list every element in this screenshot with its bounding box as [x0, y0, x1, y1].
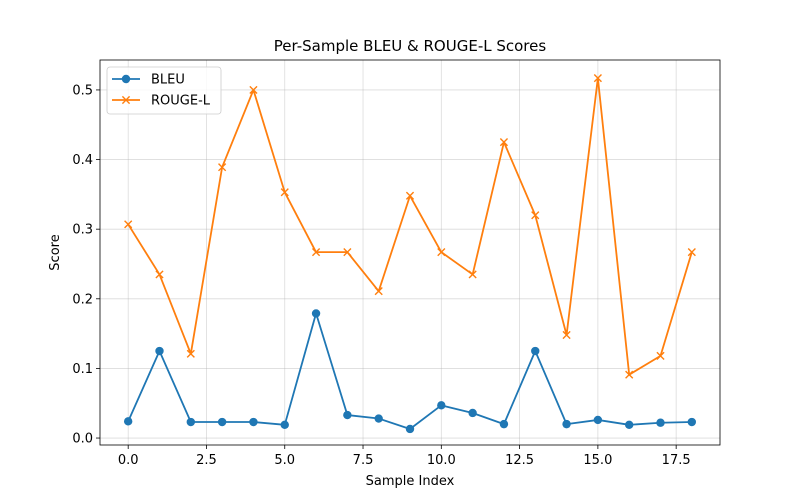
y-tick-label: 0.4 [72, 153, 93, 168]
grid [100, 60, 720, 445]
data-point-rouge-l [437, 248, 446, 257]
series-layer [123, 74, 697, 434]
data-point-bleu [343, 410, 352, 420]
x-tick-label: 12.5 [505, 453, 534, 468]
series-line-bleu [127, 312, 692, 430]
data-point-bleu [405, 424, 415, 434]
legend-label: ROUGE-L [151, 94, 211, 109]
x-tick-label: 5.0 [274, 453, 295, 468]
x-tick-label: 17.5 [662, 453, 691, 468]
data-point-rouge-l [405, 191, 415, 200]
data-point-bleu [249, 417, 258, 427]
y-tick-label: 0.1 [72, 362, 93, 377]
data-point-bleu [593, 415, 603, 425]
legend-marker [121, 95, 131, 105]
data-point-rouge-l [343, 248, 352, 257]
x-axis: 0.0 2.5 5.0 7.5 10.0 12.5 15.0 17.5 [118, 445, 691, 468]
y-tick-label: 0.5 [72, 83, 93, 98]
data-point-rouge-l [625, 370, 634, 379]
x-tick-label: 10.0 [427, 453, 456, 468]
x-tick-label: 15.0 [583, 453, 612, 468]
data-point-bleu [468, 408, 477, 418]
data-point-bleu [562, 419, 571, 429]
data-point-rouge-l [687, 248, 696, 257]
data-point-rouge-l [468, 270, 477, 279]
legend-marker [121, 74, 131, 84]
plot-frame [99, 59, 721, 446]
data-point-bleu [499, 419, 509, 429]
data-point-bleu [687, 417, 697, 427]
data-point-bleu [437, 401, 446, 410]
data-point-rouge-l [593, 74, 602, 83]
data-point-bleu [186, 417, 196, 427]
series-line-rouge-l [127, 77, 693, 376]
x-tick-label: 0.0 [118, 453, 139, 468]
data-point-rouge-l [531, 211, 540, 220]
data-point-bleu [531, 346, 540, 356]
data-point-bleu [280, 420, 289, 430]
data-point-bleu [656, 418, 665, 427]
y-tick-label: 0.0 [72, 432, 93, 447]
x-tick-label: 7.5 [353, 453, 374, 468]
x-tick-label: 2.5 [196, 453, 217, 468]
data-point-bleu [123, 417, 133, 426]
data-point-bleu [155, 346, 164, 356]
data-point-rouge-l [249, 85, 258, 95]
data-point-rouge-l [218, 163, 227, 172]
data-point-rouge-l [374, 287, 383, 296]
data-point-bleu [217, 417, 227, 427]
legend-label: BLEU [151, 73, 185, 88]
y-axis-label: Score [48, 234, 63, 270]
data-point-rouge-l [186, 349, 195, 358]
series-rouge-l [124, 74, 696, 379]
legend: BLEU ROUGE-L [106, 66, 222, 115]
data-point-bleu [311, 309, 321, 318]
legend-item-bleu: BLEU [112, 73, 185, 88]
data-point-bleu [624, 420, 634, 430]
data-point-rouge-l [562, 330, 571, 340]
legend-item-rouge-l: ROUGE-L [112, 94, 211, 109]
chart-title: Per-Sample BLEU & ROUGE-L Scores [274, 37, 547, 55]
data-point-bleu [374, 414, 383, 423]
y-tick-label: 0.3 [72, 223, 93, 238]
data-point-rouge-l [499, 138, 509, 147]
data-point-rouge-l [280, 188, 289, 197]
data-point-rouge-l [311, 248, 321, 257]
x-axis-label: Sample Index [366, 474, 455, 489]
y-axis: 0.0 0.1 0.2 0.3 0.4 0.5 [72, 83, 100, 447]
series-bleu [123, 309, 697, 434]
data-point-rouge-l [124, 220, 133, 229]
data-point-rouge-l [155, 270, 164, 279]
y-tick-label: 0.2 [72, 292, 93, 307]
data-point-rouge-l [656, 351, 665, 360]
